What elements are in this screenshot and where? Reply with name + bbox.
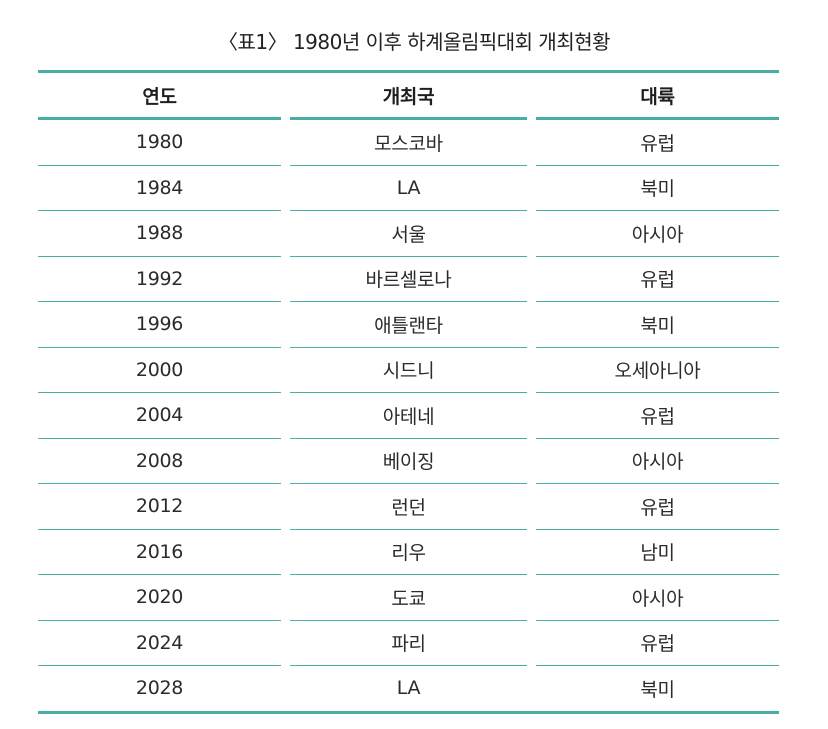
table-body: 1980 모스코바 유럽 1984 LA 북미 1988 서울 아시아 1992 바르셀로나 유럽 19… [38, 120, 779, 711]
cell-year: 1988 [38, 211, 281, 257]
cell-host-city: 시드니 [290, 348, 527, 393]
cell-continent: 유럽 [536, 120, 779, 166]
cell-host-city: 서울 [290, 211, 527, 257]
cell-host-city: 런던 [290, 484, 527, 530]
cell-continent: 유럽 [536, 621, 779, 666]
table-row: 2012 런던 유럽 [38, 484, 779, 530]
table-header-row: 연도 개최국 대륙 [38, 73, 779, 120]
cell-continent: 유럽 [536, 257, 779, 302]
table-row: 2016 리우 남미 [38, 530, 779, 575]
cell-year: 2012 [38, 484, 281, 530]
table-row: 2004 아테네 유럽 [38, 393, 779, 439]
cell-continent: 아시아 [536, 211, 779, 257]
cell-year: 2000 [38, 348, 281, 393]
table-row: 1984 LA 북미 [38, 166, 779, 211]
cell-host-city: 바르셀로나 [290, 257, 527, 302]
table-caption: 〈표1〉 1980년 이후 하계올림픽대회 개최현황 [217, 30, 611, 54]
cell-year: 2020 [38, 575, 281, 621]
table-row: 1996 애틀랜타 북미 [38, 302, 779, 348]
cell-year: 2016 [38, 530, 281, 575]
table-row: 2000 시드니 오세아니아 [38, 348, 779, 393]
table-row: 2020 도쿄 아시아 [38, 575, 779, 621]
cell-continent: 남미 [536, 530, 779, 575]
cell-host-city: LA [290, 166, 527, 211]
cell-year: 2028 [135, 677, 184, 700]
header-host-city: 개최국 [290, 73, 527, 120]
cell-year: 2008 [38, 439, 281, 484]
table-row: 2028 LA 북미 [38, 666, 779, 711]
table-row: 2008 베이징 아시아 [38, 439, 779, 484]
cell-continent: 유럽 [536, 393, 779, 439]
header-continent: 대륙 [536, 73, 779, 120]
cell-continent: 유럽 [536, 484, 779, 530]
cell-host-city: 아테네 [290, 393, 527, 439]
table-bottom-rule [38, 710, 779, 714]
cell-host-city: 애틀랜타 [290, 302, 527, 348]
cell-year: 2004 [38, 393, 281, 439]
cell-year: 1992 [38, 257, 281, 302]
table-top-rule [38, 70, 779, 73]
cell-continent: 오세아니아 [536, 348, 779, 393]
table-row: 1980 모스코바 유럽 [38, 120, 779, 166]
cell-continent: 북미 [640, 678, 675, 701]
table-row: 1988 서울 아시아 [38, 211, 779, 257]
table-row: 2024 파리 유럽 [38, 621, 779, 666]
cell-host-city: 베이징 [290, 439, 527, 484]
cell-year: 2024 [38, 621, 281, 666]
cell-continent: 아시아 [536, 575, 779, 621]
cell-year: 1984 [38, 166, 281, 211]
header-year: 연도 [38, 73, 281, 120]
olympics-table: 연도 개최국 대륙 1980 모스코바 유럽 1984 LA 북미 1988 서울 아시아 199… [38, 70, 779, 714]
cell-year: 1996 [38, 302, 281, 348]
cell-host-city: LA [396, 677, 421, 700]
cell-continent: 북미 [536, 302, 779, 348]
cell-continent: 북미 [536, 166, 779, 211]
cell-host-city: 도쿄 [290, 575, 527, 621]
cell-continent: 아시아 [536, 439, 779, 484]
cell-year: 1980 [38, 120, 281, 166]
cell-host-city: 모스코바 [290, 120, 527, 166]
cell-host-city: 파리 [290, 621, 527, 666]
cell-host-city: 리우 [290, 530, 527, 575]
table-row: 1992 바르셀로나 유럽 [38, 257, 779, 302]
